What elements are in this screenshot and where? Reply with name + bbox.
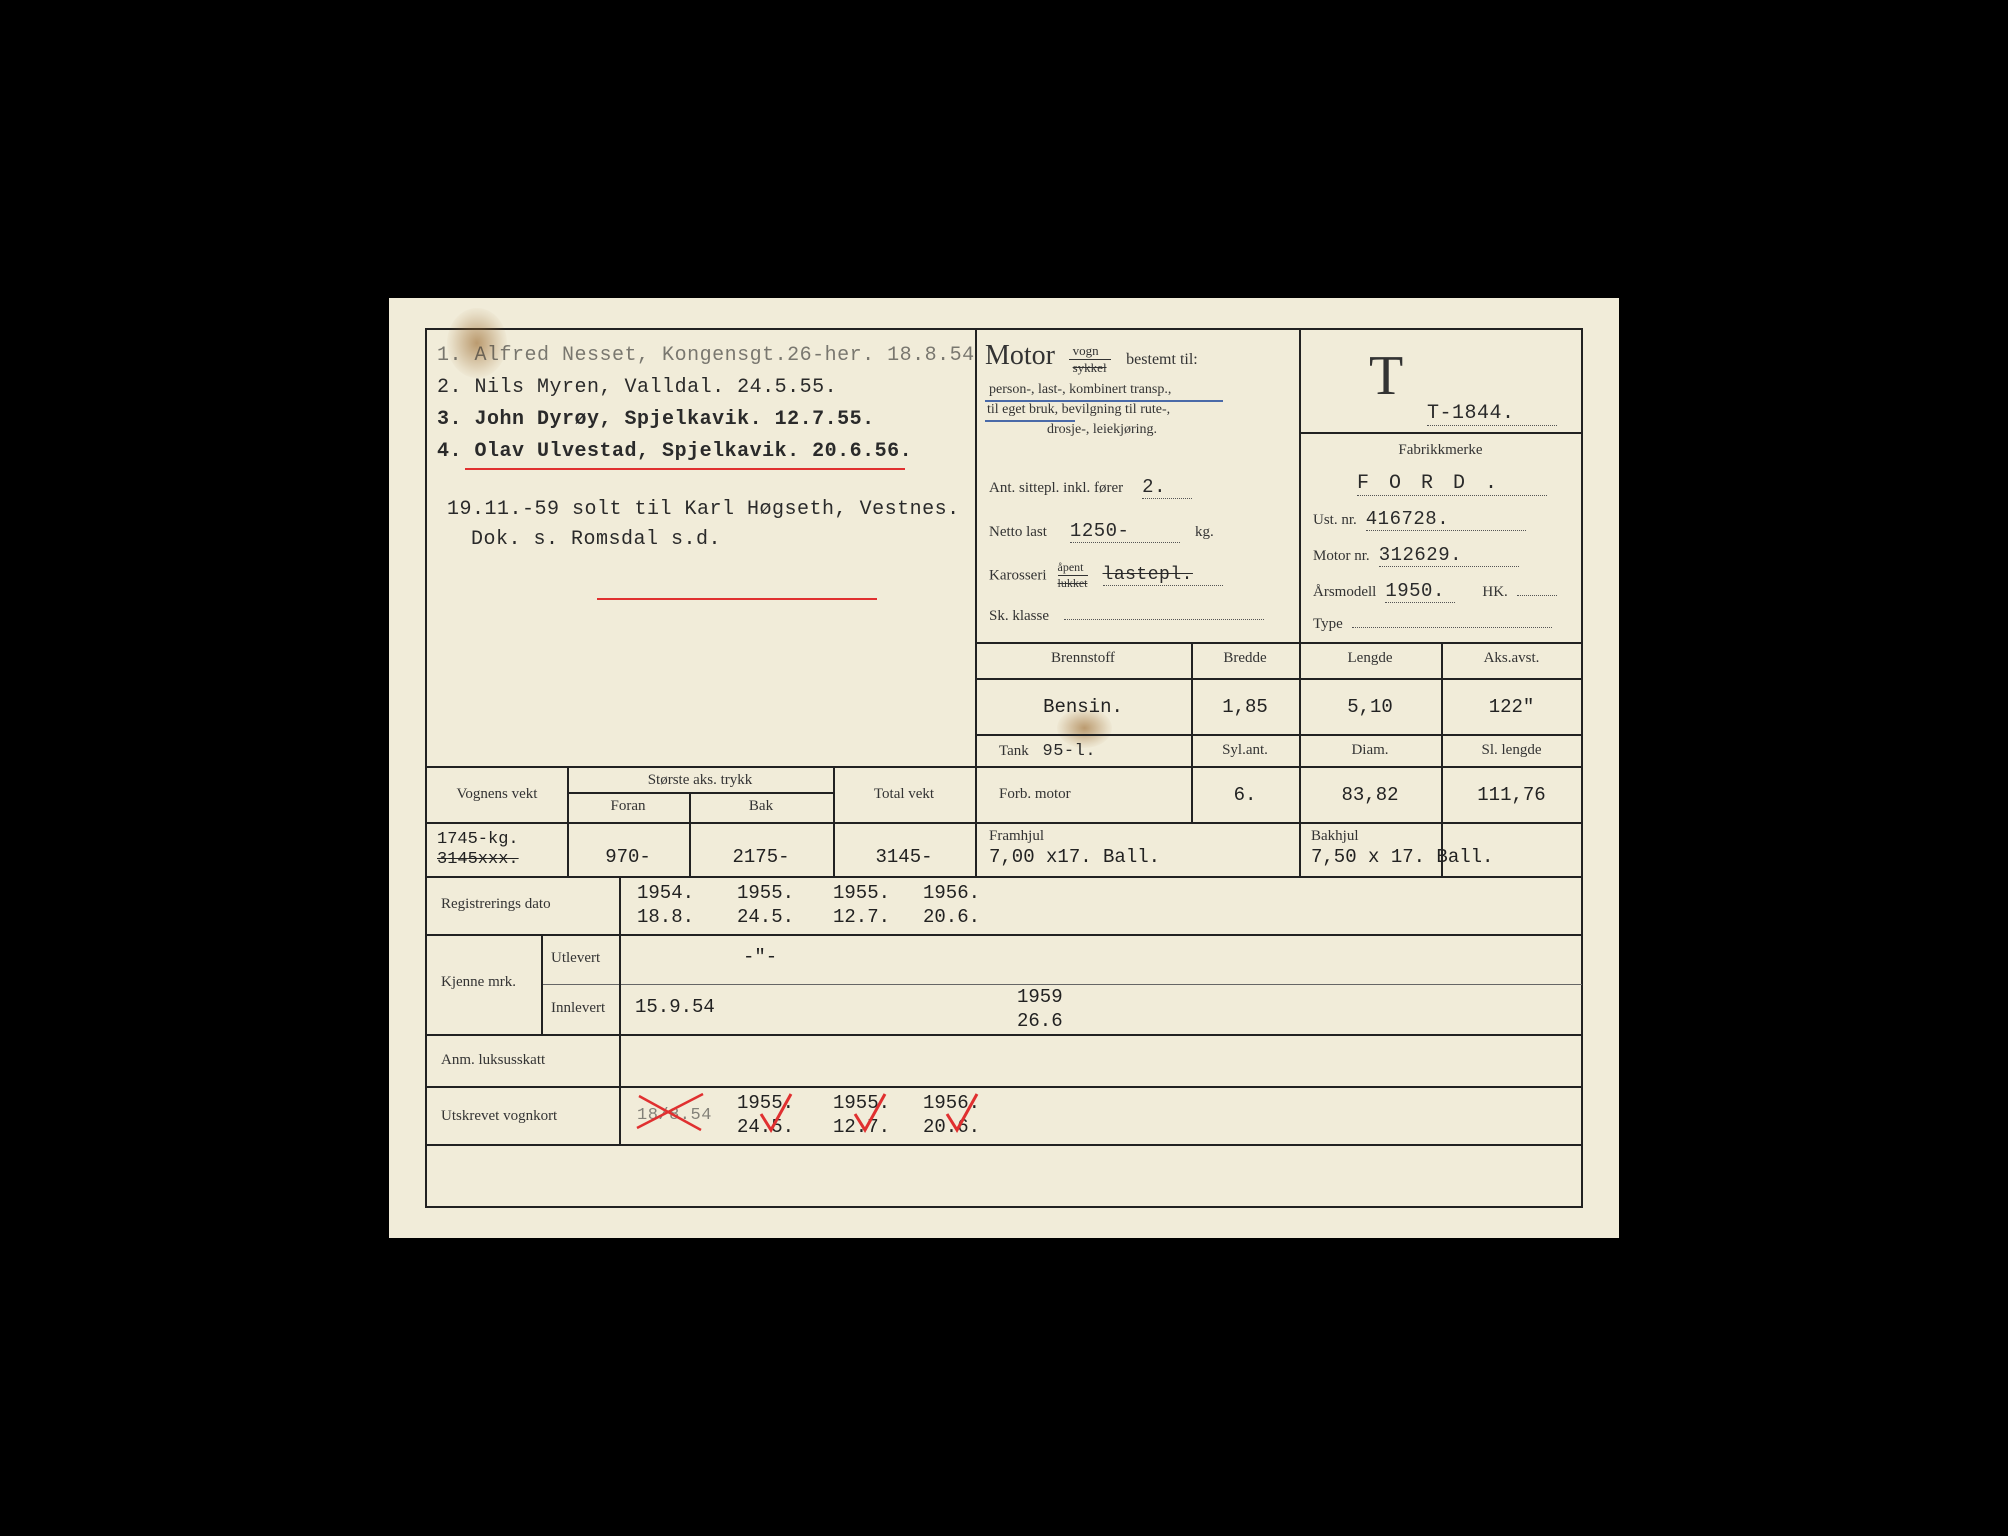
registration-card: 1. Alfred Nesset, Kongensgt.26-her. 18.8… — [425, 328, 1583, 1208]
fabrikkmerke-label: Fabrikkmerke — [1299, 442, 1582, 459]
innlevert-val2a: 1959 — [1017, 986, 1063, 1008]
owner-line-3: 3. John Dyrøy, Spjelkavik. 12.7.55. — [437, 408, 875, 431]
vognens-vekt-h: Vognens vekt — [427, 786, 567, 803]
red-check-icon — [757, 1090, 797, 1140]
diam: 83,82 — [1299, 784, 1441, 806]
region-letter-T: T — [1369, 344, 1403, 408]
bakhjul-h: Bakhjul — [1311, 828, 1359, 845]
total-vekt-h: Total vekt — [833, 786, 975, 803]
blue-underline-2 — [985, 420, 1075, 422]
type: Type — [1313, 616, 1552, 633]
fabrikkmerke-value: F O R D . — [1357, 472, 1547, 496]
motor-line-2: til eget bruk, bevilgning til rute-, — [987, 402, 1170, 418]
brennstoff-h: Brennstoff — [975, 650, 1191, 667]
innlevert-val2b: 26.6 — [1017, 1010, 1063, 1032]
foran-h: Foran — [567, 798, 689, 815]
aksavst-h: Aks.avst. — [1441, 650, 1582, 667]
registration-number: T-1844. — [1427, 402, 1557, 426]
regdato-label: Registrerings dato — [441, 896, 551, 913]
framhjul-h: Framhjul — [989, 828, 1044, 845]
blue-underline — [985, 400, 1223, 402]
regdato-1y: 1954. — [637, 882, 694, 904]
regdato-4y: 1956. — [923, 882, 980, 904]
red-underline — [465, 468, 905, 470]
bakhjul: 7,50 x 17. Ball. — [1311, 846, 1493, 868]
red-check-icon — [943, 1090, 983, 1140]
lengde-h: Lengde — [1299, 650, 1441, 667]
sllengde-h: Sl. lengde — [1441, 742, 1582, 759]
regdato-3d: 12.7. — [833, 906, 890, 928]
foran: 970- — [567, 846, 689, 868]
aksavst: 122" — [1441, 696, 1582, 718]
regdato-4d: 20.6. — [923, 906, 980, 928]
diam-h: Diam. — [1299, 742, 1441, 759]
red-underline-2 — [597, 598, 877, 600]
red-x-icon — [631, 1088, 711, 1136]
total-vekt: 3145- — [833, 846, 975, 868]
utlevert-val: -"- — [743, 946, 777, 968]
lengde: 5,10 — [1299, 696, 1441, 718]
regdato-2y: 1955. — [737, 882, 794, 904]
forbmotor-h: Forb. motor — [999, 786, 1071, 803]
tank-h: Tank 95-l. — [999, 742, 1096, 761]
netto-last: Netto last 1250- kg. — [989, 520, 1214, 543]
sale-note-1: 19.11.-59 solt til Karl Høgseth, Vestnes… — [447, 498, 960, 521]
anm-label: Anm. luksusskatt — [441, 1052, 545, 1069]
innlevert-label: Innlevert — [551, 1000, 605, 1017]
sllengde: 111,76 — [1441, 784, 1582, 806]
framhjul: 7,00 x17. Ball. — [989, 846, 1160, 868]
bak-h: Bak — [689, 798, 833, 815]
karosseri: Karosseri åpent lukket lastepl. — [989, 560, 1223, 591]
owner-line-4: 4. Olav Ulvestad, Spjelkavik. 20.6.56. — [437, 440, 912, 463]
stain — [447, 308, 507, 378]
vognens-vekt-1: 1745-kg. — [437, 830, 519, 849]
sale-note-2: Dok. s. Romsdal s.d. — [471, 528, 721, 551]
motor-nr: Motor nr. 312629. — [1313, 544, 1519, 567]
motor-line-3: drosje-, leiekjøring. — [1047, 422, 1157, 438]
regdato-3y: 1955. — [833, 882, 890, 904]
bredde: 1,85 — [1191, 696, 1299, 718]
sk-klasse: Sk. klasse — [989, 608, 1264, 625]
utlevert-label: Utlevert — [551, 950, 600, 967]
regdato-2d: 24.5. — [737, 906, 794, 928]
motor-header: Motor vogn sykkel bestemt til: — [985, 340, 1290, 376]
owner-line-2: 2. Nils Myren, Valldal. 24.5.55. — [437, 376, 837, 399]
red-check-icon — [851, 1090, 891, 1140]
arsmodell: Årsmodell 1950. HK. — [1313, 580, 1557, 603]
motor-line-1: person-, last-, kombinert transp., — [989, 382, 1171, 398]
utskrevet-label: Utskrevet vognkort — [441, 1108, 557, 1125]
storste-aks-h: Største aks. trykk — [567, 772, 833, 789]
page: 1. Alfred Nesset, Kongensgt.26-her. 18.8… — [389, 298, 1619, 1238]
kjenne-label: Kjenne mrk. — [441, 974, 516, 991]
regdato-1d: 18.8. — [637, 906, 694, 928]
innlevert-val: 15.9.54 — [635, 996, 715, 1018]
owner-line-1: 1. Alfred Nesset, Kongensgt.26-her. 18.8… — [437, 344, 975, 367]
sylant: 6. — [1191, 784, 1299, 806]
vognens-vekt-2: 3145xxx. — [437, 850, 519, 869]
brennstoff: Bensin. — [975, 696, 1191, 718]
ant-sittepl: Ant. sittepl. inkl. fører 2. — [989, 476, 1192, 499]
ust-nr: Ust. nr. 416728. — [1313, 508, 1526, 531]
bak: 2175- — [689, 846, 833, 868]
sylant-h: Syl.ant. — [1191, 742, 1299, 759]
bredde-h: Bredde — [1191, 650, 1299, 667]
